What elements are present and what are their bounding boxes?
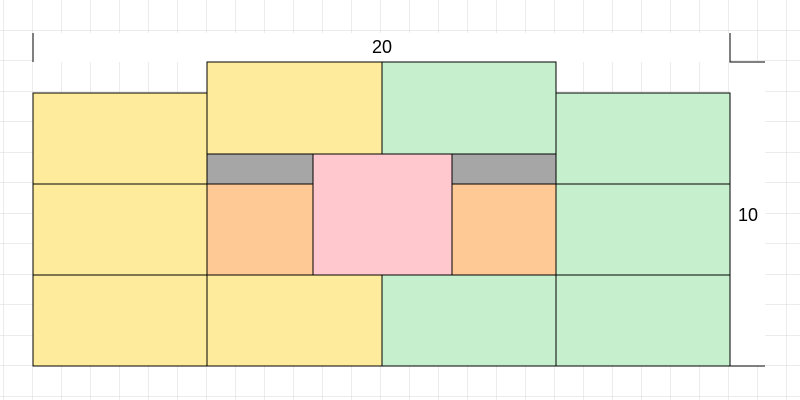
green-block [555, 183, 731, 276]
dimension-lines [32, 33, 765, 367]
green-block [381, 274, 557, 367]
yellow-block [206, 61, 383, 155]
green-block [555, 92, 731, 185]
yellow-block [206, 274, 383, 367]
gray-block [451, 153, 557, 185]
yellow-block [32, 92, 208, 185]
width-label: 20 [372, 37, 392, 57]
height-band [730, 62, 765, 366]
orange-block [451, 183, 557, 276]
yellow-block [32, 183, 208, 276]
height-label: 10 [738, 205, 758, 225]
yellow-block [32, 274, 208, 367]
gray-block [206, 153, 314, 185]
orange-block [206, 183, 314, 276]
pink-block [312, 153, 453, 276]
green-block [555, 274, 731, 367]
green-block [381, 61, 557, 155]
width-band [33, 33, 730, 62]
